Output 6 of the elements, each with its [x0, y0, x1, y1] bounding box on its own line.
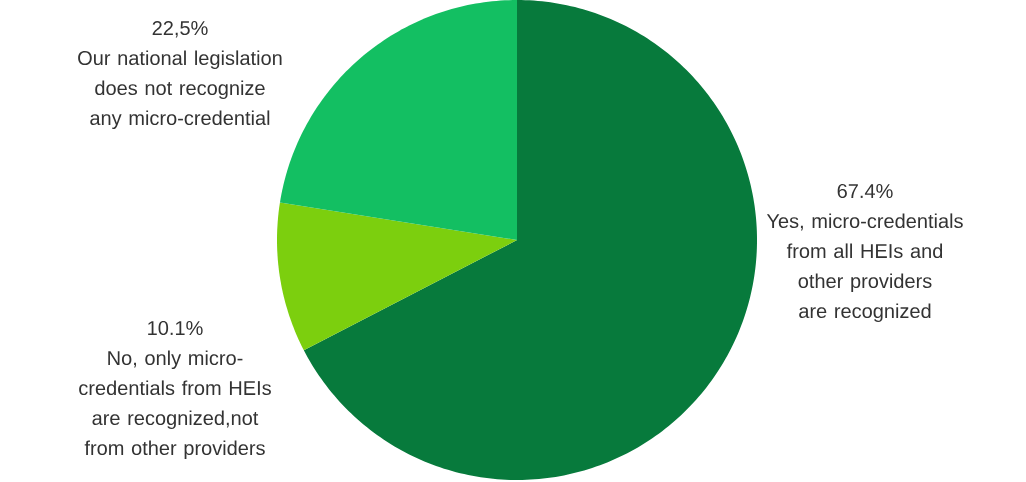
slice-label: No, only micro-credentials from HEIs are recognized,not from other providers: [79, 350, 271, 460]
slice-label: Our national legislation does not recognize any micro-credential: [78, 50, 282, 130]
data-label: 67.4%: [837, 183, 893, 199]
data-label: 22,5%: [152, 20, 208, 38]
slice-label: Yes, micro-credentials from all HEIs and other providers are recognized: [766, 213, 963, 323]
data-label: 10.1%: [148, 320, 203, 336]
